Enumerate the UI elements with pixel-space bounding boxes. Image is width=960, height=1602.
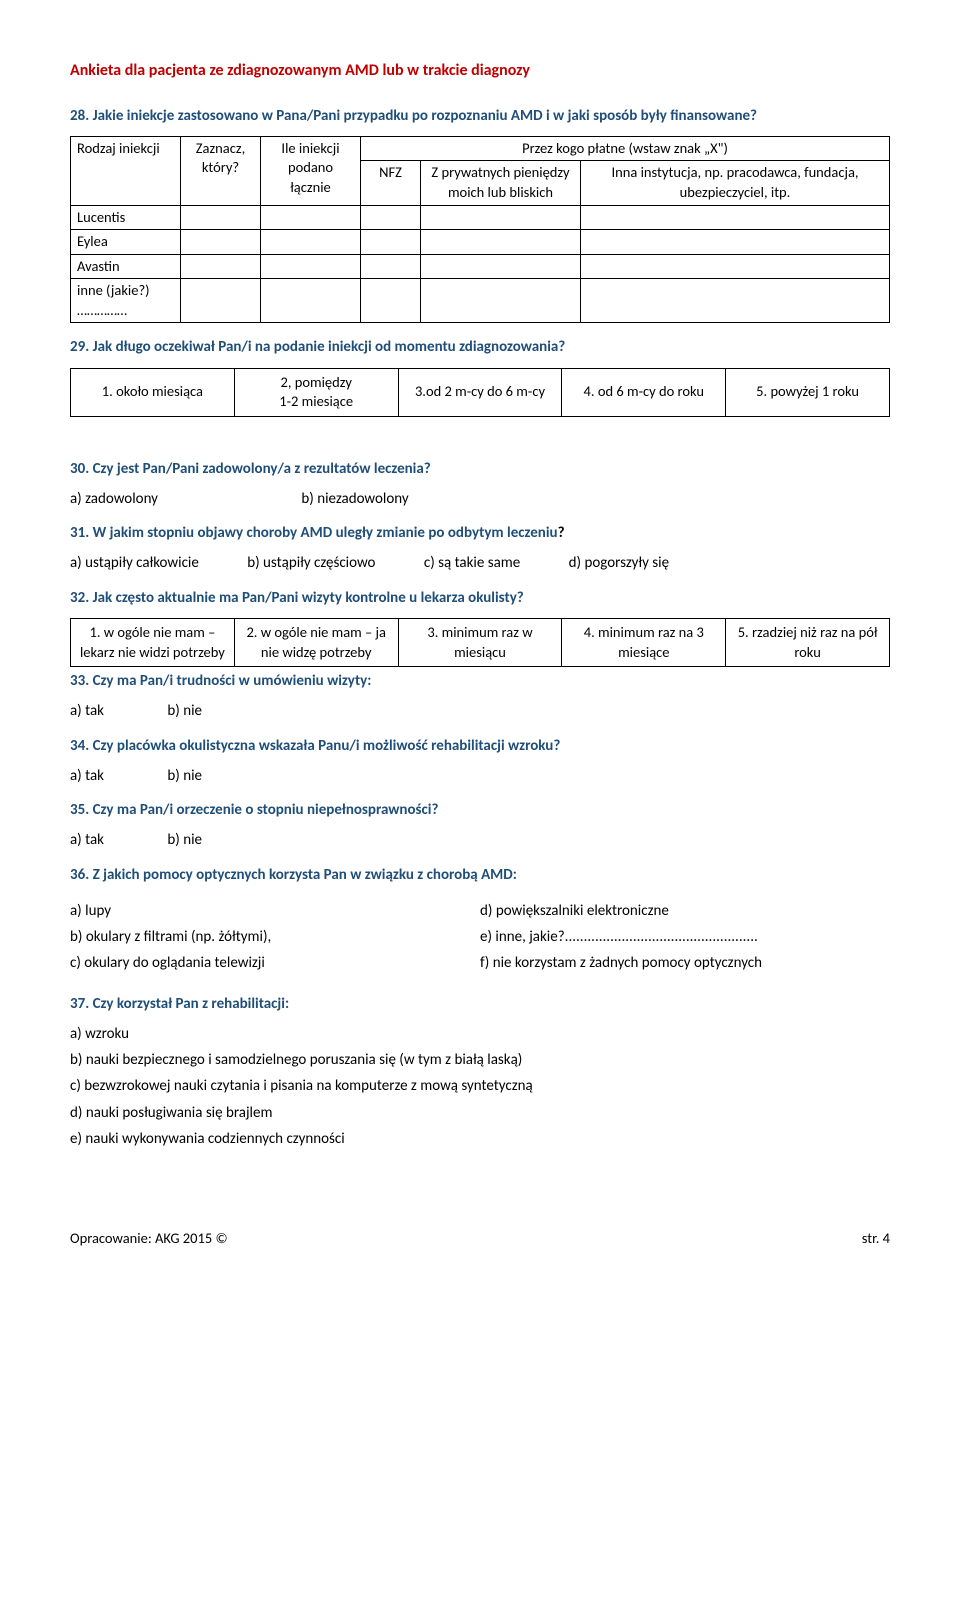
q36-e[interactable]: e) inne, jakie?.........................… [480,927,890,947]
q36-f[interactable]: f) nie korzystam z żadnych pomocy optycz… [480,953,890,973]
q34-a[interactable]: a) tak [70,766,104,786]
q29-opt[interactable]: 5. powyżej 1 roku [726,368,890,416]
q36-text: 36. Z jakich pomocy optycznych korzysta … [70,865,890,885]
q28-cell[interactable] [581,254,890,279]
q35-a[interactable]: a) tak [70,830,104,850]
q32-opt[interactable]: 5. rzadziej niż raz na pół roku [726,618,890,666]
q31-a[interactable]: a) ustąpiły całkowicie [70,553,199,573]
q36-d[interactable]: d) powiększalniki elektroniczne [480,901,890,921]
q31-b[interactable]: b) ustąpiły częściowo [247,553,375,573]
q28-h-col4c: Inna instytucja, np. pracodawca, fundacj… [581,161,890,205]
q35-b[interactable]: b) nie [167,830,202,850]
q37-d[interactable]: d) nauki posługiwania się brajlem [70,1103,890,1123]
q28-h-col4a: NFZ [361,161,421,205]
q28-h-col4span: Przez kogo płatne (wstaw znak „X") [361,136,890,161]
q29-opt[interactable]: 2, pomiędzy 1-2 miesiące [234,368,398,416]
q32-opt[interactable]: 4. minimum raz na 3 miesiące [562,618,726,666]
q28-cell[interactable] [421,230,581,255]
q28-cell[interactable] [261,279,361,323]
footer-left: Opracowanie: AKG 2015 © [70,1229,228,1249]
q28-row: Lucentis [71,205,181,230]
q28-cell[interactable] [421,205,581,230]
q37-a[interactable]: a) wzroku [70,1024,890,1044]
q32-table: 1. w ogóle nie mam – lekarz nie widzi po… [70,618,890,667]
q33-text: 33. Czy ma Pan/i trudności w umówieniu w… [70,671,890,691]
q28-cell[interactable] [421,254,581,279]
q37-e[interactable]: e) nauki wykonywania codziennych czynnoś… [70,1129,890,1149]
q35-text: 35. Czy ma Pan/i orzeczenie o stopniu ni… [70,800,890,820]
q28-table: Rodzaj iniekcji Zaznacz, który? Ile inie… [70,136,890,324]
q29-text: 29. Jak długo oczekiwał Pan/i na podanie… [70,337,890,357]
q28-h-col3: Ile iniekcji podano łącznie [261,136,361,205]
q28-h-col2: Zaznacz, który? [181,136,261,205]
q28-cell[interactable] [361,205,421,230]
q34-b[interactable]: b) nie [167,766,202,786]
q28-cell[interactable] [261,254,361,279]
q30-b[interactable]: b) niezadowolony [301,489,408,509]
q36-b[interactable]: b) okulary z filtrami (np. żółtymi), [70,927,480,947]
q28-cell[interactable] [581,230,890,255]
q32-opt[interactable]: 3. minimum raz w miesiącu [398,618,562,666]
q33-b[interactable]: b) nie [167,701,202,721]
q29-opt[interactable]: 3.od 2 m-cy do 6 m-cy [398,368,562,416]
q29-opt[interactable]: 4. od 6 m-cy do roku [562,368,726,416]
q36-a[interactable]: a) lupy [70,901,480,921]
q37-text: 37. Czy korzystał Pan z rehabilitacji: [70,994,890,1014]
q29-opt[interactable]: 1. około miesiąca [71,368,235,416]
q28-cell[interactable] [181,230,261,255]
q28-text: 28. Jakie iniekcje zastosowano w Pana/Pa… [70,106,890,126]
q28-cell[interactable] [581,279,890,323]
q28-row: Eylea [71,230,181,255]
q28-h-col1: Rodzaj iniekcji [71,136,181,205]
q29-table: 1. około miesiąca 2, pomiędzy 1-2 miesią… [70,368,890,417]
q32-text: 32. Jak często aktualnie ma Pan/Pani wiz… [70,588,890,608]
q28-cell[interactable] [361,230,421,255]
q28-cell[interactable] [361,279,421,323]
q28-cell[interactable] [581,205,890,230]
q30-a[interactable]: a) zadowolony [70,489,158,509]
q31-c[interactable]: c) są takie same [424,553,520,573]
footer-right: str. 4 [862,1229,890,1249]
q37-c[interactable]: c) bezwzrokowej nauki czytania i pisania… [70,1076,890,1096]
q28-cell[interactable] [421,279,581,323]
q33-a[interactable]: a) tak [70,701,104,721]
q28-row: inne (jakie?) …………… [71,279,181,323]
q31-text: 31. W jakim stopniu objawy choroby AMD u… [70,523,890,543]
q37-b[interactable]: b) nauki bezpiecznego i samodzielnego po… [70,1050,890,1070]
q28-cell[interactable] [181,254,261,279]
q36-c[interactable]: c) okulary do oglądania telewizji [70,953,480,973]
page-title: Ankieta dla pacjenta ze zdiagnozowanym A… [70,60,890,82]
q28-cell[interactable] [261,230,361,255]
q31-d[interactable]: d) pogorszyły się [569,553,669,573]
q28-cell[interactable] [181,205,261,230]
q28-row: Avastin [71,254,181,279]
q28-cell[interactable] [261,205,361,230]
q34-text: 34. Czy placówka okulistyczna wskazała P… [70,736,890,756]
q32-opt[interactable]: 2. w ogóle nie mam – ja nie widzę potrze… [234,618,398,666]
q30-text: 30. Czy jest Pan/Pani zadowolony/a z rez… [70,459,890,479]
q32-opt[interactable]: 1. w ogóle nie mam – lekarz nie widzi po… [71,618,235,666]
q28-cell[interactable] [181,279,261,323]
q28-h-col4b: Z prywatnych pieniędzy moich lub bliskic… [421,161,581,205]
q28-cell[interactable] [361,254,421,279]
